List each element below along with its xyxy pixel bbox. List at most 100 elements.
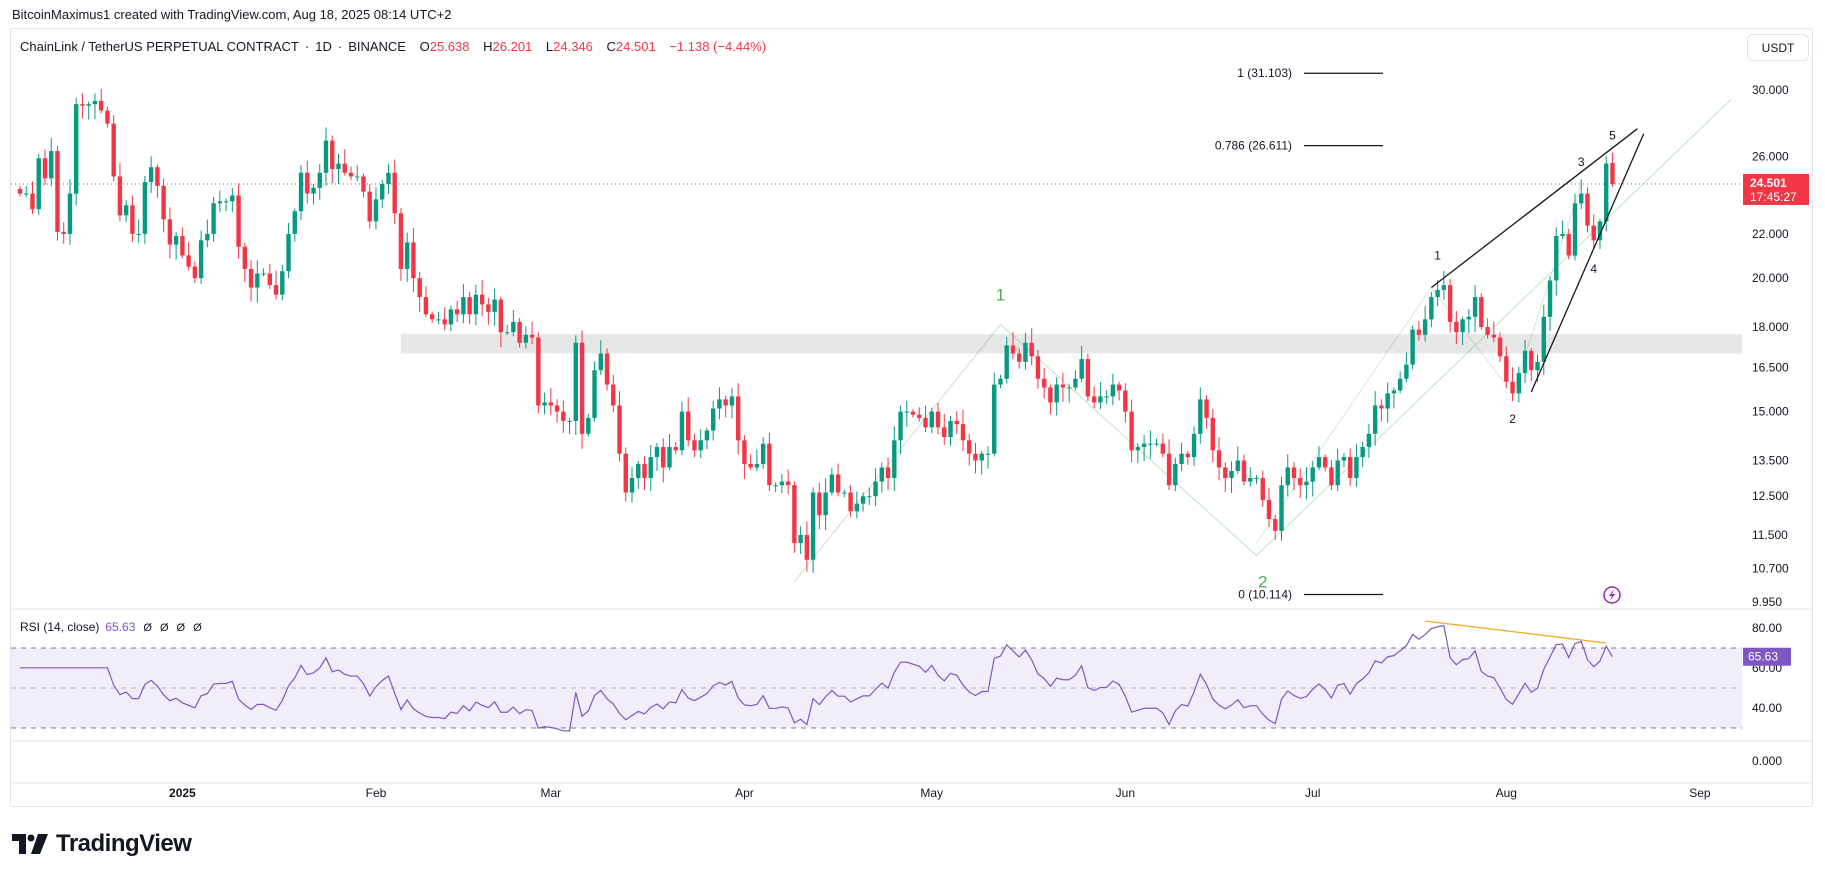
candle bbox=[967, 434, 972, 466]
candle-body bbox=[1329, 467, 1334, 486]
candle bbox=[1354, 443, 1359, 487]
candle-body bbox=[1110, 384, 1116, 397]
candle bbox=[1404, 352, 1409, 383]
candle bbox=[1110, 373, 1116, 406]
candle-body bbox=[1485, 327, 1490, 335]
candle-body bbox=[1116, 384, 1122, 391]
candle bbox=[98, 88, 104, 114]
candle-body bbox=[817, 492, 822, 516]
candle bbox=[92, 93, 98, 120]
candle bbox=[205, 219, 210, 248]
candle bbox=[1273, 515, 1278, 540]
candle-body bbox=[1547, 280, 1553, 317]
candle-body bbox=[230, 195, 235, 202]
candle bbox=[373, 187, 379, 230]
candle-body bbox=[885, 467, 891, 479]
candle bbox=[1248, 467, 1253, 487]
candle bbox=[1260, 470, 1265, 507]
candle-body bbox=[773, 485, 778, 487]
candle bbox=[561, 400, 566, 433]
candle-body bbox=[629, 478, 635, 493]
candle-body bbox=[1004, 345, 1009, 379]
candle bbox=[717, 387, 722, 420]
price-axis-tick: 11.500 bbox=[1752, 528, 1788, 542]
candle-body bbox=[1304, 481, 1309, 486]
candle bbox=[198, 230, 204, 284]
candle bbox=[810, 487, 816, 573]
candle bbox=[211, 197, 216, 242]
candle bbox=[180, 227, 185, 259]
candle bbox=[873, 468, 878, 507]
candle bbox=[323, 127, 329, 186]
candle bbox=[1554, 227, 1559, 296]
candle-body bbox=[1347, 457, 1353, 479]
candle bbox=[367, 184, 372, 229]
candle bbox=[330, 135, 335, 184]
candle-body bbox=[1135, 446, 1141, 451]
pane-axis-tick: 0.000 bbox=[1752, 754, 1782, 768]
last-price-value: 24.501 bbox=[1750, 176, 1787, 190]
candle-body bbox=[317, 172, 322, 188]
candle-body bbox=[636, 463, 641, 479]
candle bbox=[1335, 448, 1340, 492]
candle bbox=[336, 153, 341, 185]
candle-body bbox=[192, 266, 198, 279]
candle-body bbox=[967, 440, 972, 454]
support-zone bbox=[400, 334, 1742, 354]
candle-body bbox=[311, 187, 316, 194]
candle-body bbox=[1379, 405, 1384, 409]
candle-body bbox=[579, 342, 585, 434]
time-axis-tick: Aug bbox=[1496, 786, 1517, 800]
candle bbox=[24, 186, 29, 198]
time-axis-tick: Sep bbox=[1689, 786, 1711, 800]
candle bbox=[573, 335, 579, 435]
alert-icon[interactable] bbox=[1603, 586, 1621, 604]
candle bbox=[754, 449, 760, 472]
candle bbox=[704, 427, 710, 450]
candle bbox=[1254, 475, 1259, 484]
candle-body bbox=[898, 411, 903, 441]
candle-body bbox=[654, 446, 660, 458]
candle bbox=[904, 400, 909, 427]
candle-body bbox=[748, 463, 753, 468]
candle-body bbox=[1441, 285, 1447, 290]
candle bbox=[473, 284, 479, 326]
candle-body bbox=[167, 219, 173, 245]
candle-body bbox=[942, 427, 947, 438]
price-axis-tick: 20.000 bbox=[1752, 271, 1789, 285]
candle bbox=[1104, 390, 1109, 405]
currency-button[interactable]: USDT bbox=[1747, 34, 1809, 61]
candle bbox=[785, 469, 791, 495]
time-axis-tick: Jun bbox=[1116, 786, 1135, 800]
candle-body bbox=[1279, 485, 1284, 531]
candle-body bbox=[1129, 411, 1134, 451]
fib-level-label: 1 (31.103) bbox=[1237, 66, 1292, 80]
low-label: L bbox=[545, 39, 554, 54]
candle-body bbox=[42, 158, 48, 179]
candles-layer bbox=[17, 88, 1615, 573]
rsi-legend[interactable]: RSI (14, close) 65.63 Ø Ø Ø Ø bbox=[20, 620, 202, 634]
candle bbox=[80, 93, 85, 119]
candle-body bbox=[529, 334, 535, 338]
candle-body bbox=[804, 534, 810, 560]
candle-body bbox=[779, 481, 785, 486]
candle bbox=[1466, 309, 1472, 334]
candle bbox=[74, 97, 79, 206]
tradingview-logo[interactable]: TradingView bbox=[12, 830, 192, 858]
candle bbox=[929, 407, 934, 434]
candle-body bbox=[1466, 316, 1472, 320]
candle bbox=[42, 149, 48, 186]
candle bbox=[523, 326, 529, 349]
candle-body bbox=[1066, 387, 1072, 389]
candle-body bbox=[280, 271, 285, 295]
candle-body bbox=[136, 233, 141, 235]
candle-body bbox=[785, 481, 791, 486]
candle bbox=[1266, 487, 1272, 527]
candle-body bbox=[904, 411, 909, 413]
elliott-wave-label: 1 bbox=[996, 286, 1005, 305]
candle-body bbox=[561, 411, 566, 421]
symbol-legend[interactable]: ChainLink / TetherUS PERPETUAL CONTRACT ·… bbox=[20, 39, 766, 54]
candle bbox=[629, 467, 635, 503]
candle-body bbox=[1460, 319, 1465, 333]
